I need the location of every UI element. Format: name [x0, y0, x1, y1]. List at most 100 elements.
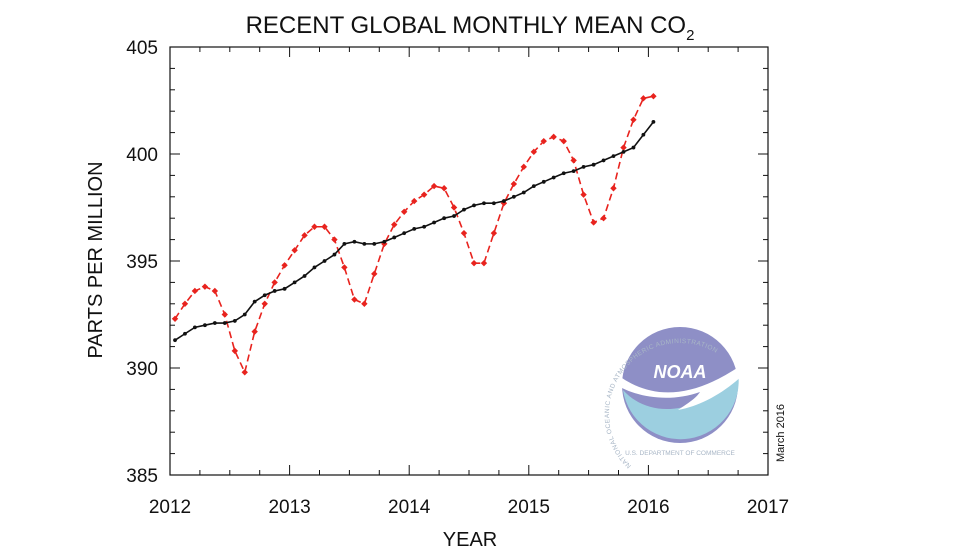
- trend-point: [621, 149, 626, 154]
- noaa-logo-bottom-text: U.S. DEPARTMENT OF COMMERCE: [625, 450, 735, 457]
- monthly-point: [171, 315, 179, 322]
- trend-point: [541, 179, 546, 184]
- monthly-point: [550, 133, 557, 141]
- trend-point: [232, 319, 237, 323]
- trend-point: [312, 265, 317, 270]
- monthly-point: [251, 328, 258, 335]
- monthly-point: [351, 296, 358, 303]
- noaa-logo-sea: [623, 372, 739, 440]
- trend-point: [402, 231, 407, 236]
- trend-point: [272, 289, 277, 293]
- monthly-point: [231, 347, 239, 355]
- monthly-point: [640, 95, 647, 102]
- monthly-point: [630, 116, 637, 123]
- monthly-point: [610, 185, 617, 192]
- monthly-point: [530, 148, 538, 156]
- trend-point: [631, 145, 636, 150]
- trend-point: [412, 227, 417, 231]
- noaa-logo: NOAA NATIONAL OCEANIC AND ATMOSPHERIC AD…: [604, 327, 742, 469]
- x-tick-label: 2012: [149, 497, 191, 518]
- monthly-point: [241, 369, 248, 376]
- x-axis-label: YEAR: [443, 529, 497, 549]
- trend-point: [571, 169, 576, 174]
- monthly-point: [470, 259, 478, 267]
- monthly-point: [211, 287, 219, 295]
- trend-point: [641, 132, 646, 137]
- monthly-point: [590, 219, 597, 226]
- monthly-point: [650, 93, 657, 100]
- noaa-logo-wordmark: NOAA: [654, 362, 707, 382]
- monthly-point: [201, 283, 209, 290]
- y-tick-label: 390: [126, 359, 158, 380]
- monthly-point: [570, 157, 577, 164]
- trend-point: [611, 154, 616, 159]
- trend-point: [382, 239, 387, 244]
- x-tick-label: 2015: [508, 497, 550, 518]
- monthly-point: [411, 197, 418, 205]
- trend-point: [362, 241, 367, 246]
- trend-point: [511, 194, 516, 199]
- trend-point: [482, 201, 486, 206]
- trend-point: [651, 120, 656, 124]
- trend-point: [581, 164, 586, 169]
- trend-point: [591, 162, 596, 167]
- plot-area: 2012 2013 2014 2015 2016 2017 385 390 395 400 405: [126, 38, 789, 518]
- series-trend-line: [174, 121, 655, 341]
- trend-point: [222, 321, 227, 325]
- trend-point: [422, 224, 427, 229]
- monthly-point: [420, 191, 428, 198]
- chart-title: RECENT GLOBAL MONTHLY MEAN CO2: [246, 12, 695, 44]
- chart-title-subscript: 2: [686, 27, 694, 44]
- monthly-point: [281, 262, 288, 269]
- trend-point: [561, 171, 566, 176]
- monthly-point: [331, 236, 338, 243]
- monthly-point: [490, 229, 498, 237]
- trend-point: [332, 252, 337, 257]
- monthly-point: [450, 204, 458, 211]
- series-monthly-line: [174, 95, 654, 375]
- trend-point: [452, 214, 456, 218]
- trend-point: [203, 323, 207, 328]
- trend-point: [292, 280, 297, 285]
- trend-point: [462, 207, 466, 212]
- trend-point: [352, 239, 357, 244]
- trend-point: [432, 220, 436, 225]
- y-tick-label: 400: [126, 145, 158, 166]
- noaa-logo-bird: [622, 366, 742, 410]
- x-tick-label: 2016: [627, 497, 669, 518]
- monthly-point: [191, 287, 199, 295]
- trend-point: [472, 203, 476, 208]
- monthly-point: [271, 279, 278, 286]
- trend-point: [502, 199, 506, 203]
- monthly-point: [181, 300, 189, 307]
- monthly-point: [291, 247, 298, 254]
- x-tick-label: 2017: [747, 497, 789, 518]
- monthly-point: [560, 137, 567, 145]
- date-annotation: March 2016: [775, 404, 787, 462]
- monthly-point: [540, 137, 547, 145]
- trend-point: [531, 184, 536, 189]
- trend-point: [601, 158, 606, 163]
- monthly-point: [480, 259, 488, 267]
- monthly-point: [371, 270, 378, 278]
- chart-title-main: RECENT GLOBAL MONTHLY MEAN CO: [246, 12, 687, 39]
- monthly-point: [620, 144, 627, 151]
- trend-point: [342, 241, 347, 246]
- trend-point: [282, 286, 287, 291]
- monthly-point: [361, 300, 368, 307]
- y-tick-label: 405: [126, 38, 158, 59]
- monthly-point: [321, 223, 328, 230]
- trend-point: [551, 175, 556, 180]
- y-tick-label: 385: [126, 466, 158, 487]
- monthly-point: [510, 180, 518, 188]
- y-tick-label: 395: [126, 252, 158, 273]
- monthly-point: [400, 208, 408, 215]
- monthly-point: [261, 300, 268, 307]
- trend-point: [392, 235, 397, 240]
- trend-point: [252, 299, 257, 304]
- monthly-point: [520, 163, 527, 171]
- monthly-point: [460, 229, 468, 237]
- trend-point: [173, 338, 177, 343]
- x-tick-label: 2014: [388, 497, 431, 518]
